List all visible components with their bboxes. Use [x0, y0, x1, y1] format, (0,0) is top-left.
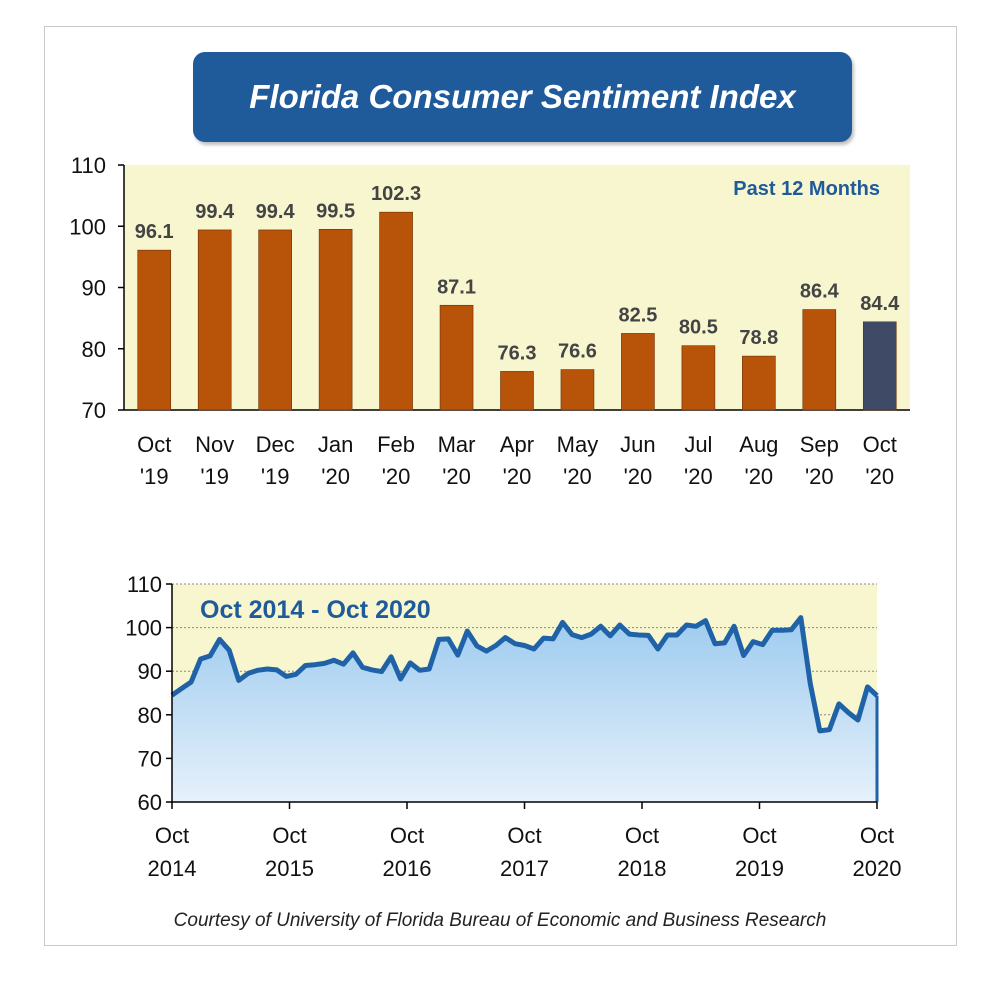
series-line: [170, 615, 879, 734]
y-tick-label: 100: [69, 214, 106, 239]
x-tick-label-year: 2020: [853, 856, 902, 881]
x-tick-label-year: '19: [140, 464, 169, 489]
x-tick-label-year: '19: [261, 464, 290, 489]
annotation-past-12-months: Past 12 Months: [733, 178, 880, 200]
data-label: 76.3: [498, 342, 537, 364]
x-tick-label-year: '20: [442, 464, 471, 489]
x-tick-label-year: '19: [200, 464, 229, 489]
x-tick-label-month: Sep: [800, 432, 839, 457]
bar: [439, 304, 474, 411]
bar: [258, 229, 292, 411]
bar: [742, 355, 776, 411]
x-tick-label-year: '20: [321, 464, 350, 489]
title-banner: Florida Consumer Sentiment Index: [193, 52, 852, 142]
chart-title: Florida Consumer Sentiment Index: [249, 78, 796, 115]
x-tick-label-month: Jul: [684, 432, 712, 457]
x-tick-label-year: 2017: [500, 856, 549, 881]
annotation-date-range: Oct 2014 - Oct 2020: [200, 596, 431, 624]
bar: [681, 345, 716, 411]
data-label: 99.4: [256, 201, 296, 223]
x-tick-label-month: Oct: [507, 823, 541, 848]
bar-chart-past-12-months: 70 80 90 100 110 96.1 Oct '19 99.4 Nov '19 99.4 Dec '…: [69, 153, 910, 489]
x-tick-label-month: Nov: [195, 432, 234, 457]
y-tick-label: 80: [138, 703, 162, 728]
data-label: 96.1: [135, 221, 174, 243]
bar: [862, 321, 897, 411]
y-tick-label: 90: [82, 276, 106, 301]
data-label: 84.4: [860, 293, 900, 315]
y-tick-label: 60: [138, 790, 162, 815]
x-tick-label-year: 2018: [618, 856, 667, 881]
x-tick-label-month: May: [557, 432, 599, 457]
y-tick-label: 80: [82, 337, 106, 362]
data-label: 99.4: [195, 201, 235, 223]
x-tick-label-month: Jan: [318, 432, 353, 457]
bar: [560, 369, 595, 411]
x-tick-label-year: '20: [624, 464, 653, 489]
bar: [197, 229, 232, 411]
y-tick-label: 100: [125, 616, 162, 641]
x-tick-label-month: Mar: [438, 432, 476, 457]
source-credit: Courtesy of University of Florida Bureau…: [173, 910, 827, 931]
x-tick-label-year: 2014: [148, 856, 197, 881]
bar: [802, 309, 837, 411]
x-tick-label-year: '20: [805, 464, 834, 489]
data-label: 76.6: [558, 341, 597, 363]
data-label: 86.4: [800, 281, 840, 303]
x-tick-label-year: 2016: [383, 856, 432, 881]
x-tick-label-month: Oct: [625, 823, 659, 848]
x-tick-label-year: 2015: [265, 856, 314, 881]
y-tick-label: 70: [82, 398, 106, 423]
x-tick-label-month: Oct: [742, 823, 776, 848]
x-tick-label-month: Jun: [620, 432, 655, 457]
plot-area: [124, 165, 910, 410]
x-tick-label-year: '20: [745, 464, 774, 489]
x-tick-label-month: Oct: [390, 823, 424, 848]
area-fill: [172, 617, 877, 802]
bar: [500, 371, 534, 411]
y-tick-label: 110: [127, 572, 162, 597]
x-tick-label-year: '20: [684, 464, 713, 489]
x-tick-label-month: Oct: [272, 823, 306, 848]
x-tick-label-year: '20: [503, 464, 532, 489]
y-tick-label: 90: [138, 659, 162, 684]
y-tick-label: 110: [71, 153, 106, 178]
x-tick-label-year: '20: [865, 464, 894, 489]
data-label: 87.1: [437, 276, 476, 298]
x-tick-label-month: Feb: [377, 432, 415, 457]
data-label: 99.5: [316, 200, 355, 222]
x-tick-label-month: Oct: [137, 432, 171, 457]
x-tick-label-month: Oct: [860, 823, 894, 848]
x-tick-label-month: Apr: [500, 432, 534, 457]
x-tick-label-month: Dec: [256, 432, 295, 457]
y-tick-label: 70: [138, 746, 162, 771]
x-tick-label-year: '20: [563, 464, 592, 489]
bar: [379, 211, 413, 411]
data-label: 82.5: [618, 304, 657, 326]
x-tick-label-month: Aug: [739, 432, 778, 457]
x-tick-label-month: Oct: [155, 823, 189, 848]
data-label: 102.3: [371, 183, 421, 205]
x-tick-label-year: 2019: [735, 856, 784, 881]
x-tick-label-month: Oct: [863, 432, 897, 457]
data-label: 78.8: [739, 327, 778, 349]
data-label: 80.5: [679, 317, 718, 339]
bar: [318, 229, 353, 411]
bar: [621, 333, 655, 411]
x-tick-label-year: '20: [382, 464, 411, 489]
bar: [137, 249, 172, 411]
